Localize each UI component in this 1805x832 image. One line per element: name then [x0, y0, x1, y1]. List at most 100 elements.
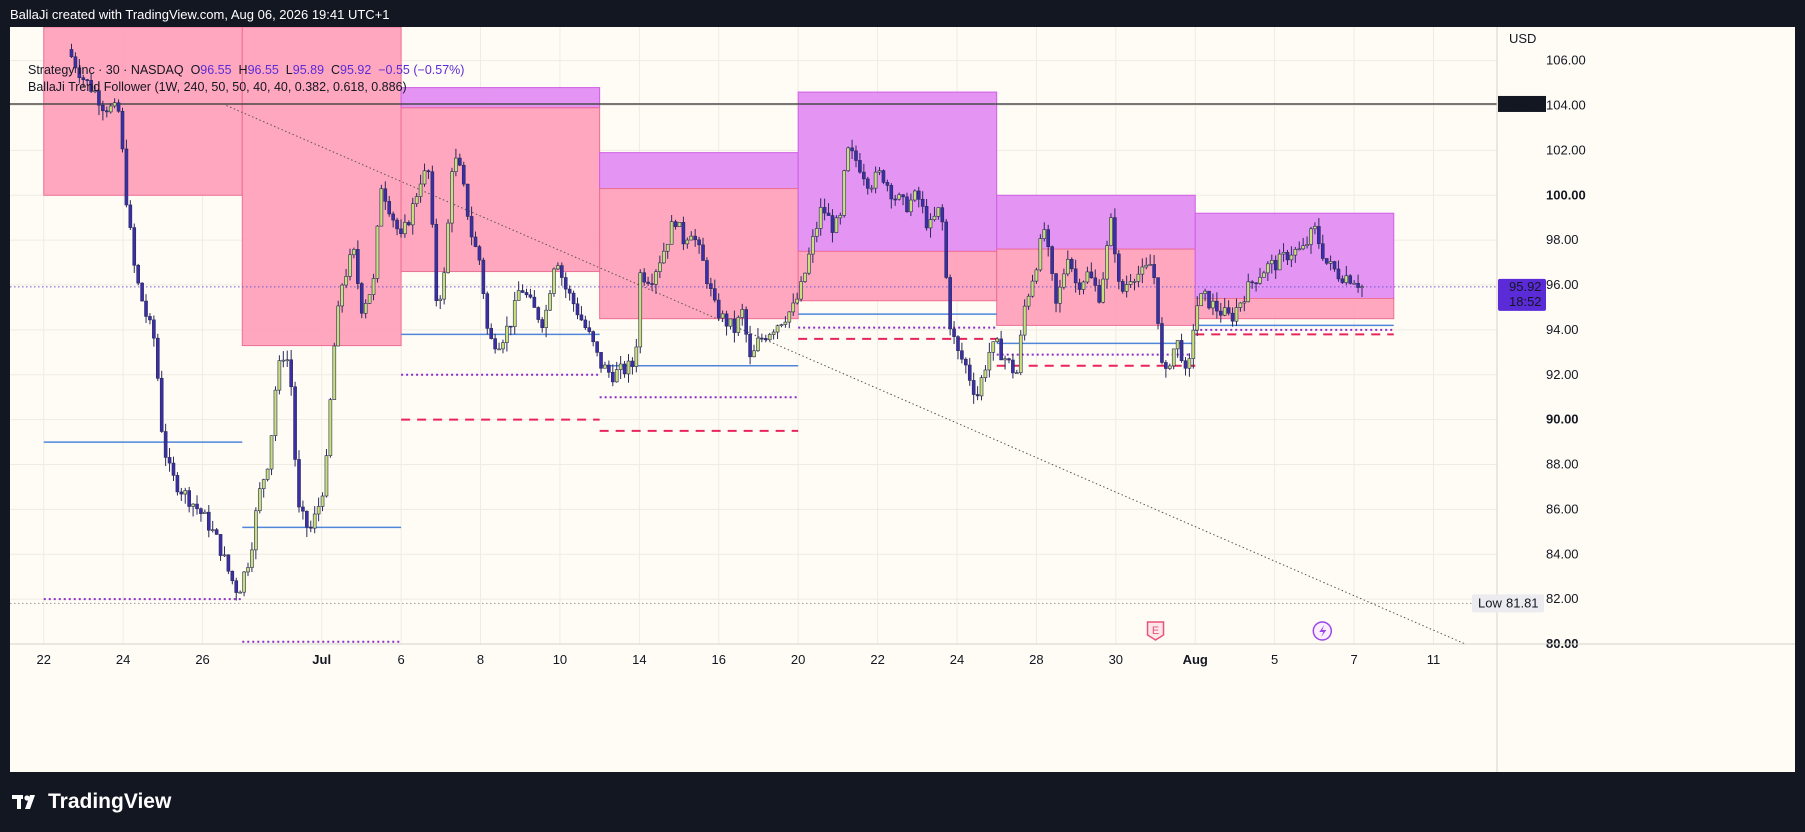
candle-down — [893, 198, 898, 201]
candle-up — [257, 488, 262, 512]
candle-down — [167, 457, 172, 464]
candle-down — [69, 49, 74, 58]
candle-down — [889, 185, 894, 200]
candle-down — [693, 235, 697, 241]
candle-up — [1360, 286, 1364, 288]
candle-down — [136, 264, 140, 284]
candle-down — [1054, 273, 1058, 304]
candle-up — [791, 302, 796, 313]
candle-down — [952, 328, 956, 337]
candle-up — [1262, 272, 1266, 278]
candle-down — [218, 534, 223, 556]
candle-up — [348, 254, 352, 277]
candle-up — [1085, 271, 1090, 283]
open-value: 96.55 — [200, 63, 232, 77]
countdown-label: 18:52 — [1509, 294, 1542, 309]
candle-down — [293, 386, 297, 460]
candle-up — [728, 318, 733, 327]
close-label: C — [330, 63, 341, 77]
candle-up — [842, 170, 847, 216]
candle-up — [1246, 281, 1251, 303]
candle-up — [1238, 302, 1243, 308]
candle-down — [97, 90, 101, 106]
candle-down — [399, 228, 403, 235]
price-tick: 98.00 — [1546, 232, 1579, 247]
candle-down — [1113, 217, 1117, 255]
candle-up — [795, 298, 799, 304]
candle-up — [1034, 269, 1039, 282]
candle-down — [140, 282, 144, 302]
time-tick: Jul — [312, 652, 331, 667]
candle-up — [320, 495, 325, 507]
candle-up — [995, 338, 1000, 343]
candle-down — [101, 104, 105, 112]
time-tick: Aug — [1183, 652, 1208, 667]
candle-up — [285, 359, 290, 362]
candle-down — [971, 380, 976, 395]
candle-down — [975, 394, 980, 397]
candle-up — [281, 359, 286, 362]
zone-violet — [1194, 212, 1395, 299]
candle-down — [289, 359, 293, 388]
candle-down — [1340, 278, 1345, 283]
price-tick: 106.00 — [1546, 53, 1586, 68]
candle-down — [206, 511, 211, 531]
candle-up — [210, 529, 215, 531]
candle-up — [403, 222, 407, 235]
candle-down — [948, 277, 952, 330]
event-markers: E — [1146, 621, 1333, 641]
candle-down — [163, 431, 168, 458]
candle-up — [1058, 286, 1062, 304]
candle-down — [297, 459, 301, 508]
candle-down — [430, 171, 435, 225]
price-tick: 88.00 — [1546, 457, 1579, 472]
candle-up — [269, 435, 274, 470]
symbol-label[interactable]: Strategy Inc · 30 · NASDAQ — [28, 63, 184, 77]
candle-down — [226, 554, 231, 572]
candle-up — [979, 377, 984, 397]
candle-up — [1175, 340, 1180, 350]
price-chart[interactable]: USD80.0082.0084.0086.0088.0090.0092.0094… — [10, 27, 1795, 772]
candle-up — [736, 317, 741, 333]
candle-down — [469, 216, 474, 238]
candle-up — [665, 243, 670, 252]
candle-up — [838, 215, 843, 219]
candle-down — [701, 244, 705, 261]
candle-down — [1120, 281, 1125, 292]
candle-down — [148, 316, 152, 321]
candle-down — [1152, 264, 1156, 278]
candle-down — [1183, 360, 1188, 369]
time-tick: 10 — [553, 652, 567, 667]
candle-down — [524, 292, 529, 296]
candle-up — [787, 311, 792, 323]
candle-down — [493, 338, 497, 350]
low-label-bg — [1472, 594, 1544, 613]
candle-up — [1242, 301, 1247, 304]
candle-down — [960, 350, 964, 360]
price-tick: 84.00 — [1546, 546, 1579, 561]
candle-up — [108, 105, 113, 113]
time-tick: 8 — [477, 652, 484, 667]
candle-up — [807, 253, 811, 274]
zone-violet — [797, 91, 998, 252]
candle-down — [230, 570, 235, 582]
candle-down — [583, 319, 588, 329]
open-label: O — [190, 63, 201, 77]
brand-name: TradingView — [48, 790, 172, 813]
levels — [43, 313, 1394, 643]
candles — [69, 43, 1364, 601]
candle-down — [144, 300, 148, 317]
candle-down — [705, 260, 709, 285]
tv-logo-icon — [12, 795, 35, 809]
candle-down — [1093, 277, 1098, 286]
time-tick: 28 — [1029, 652, 1043, 667]
candle-down — [1156, 277, 1160, 324]
candle-down — [120, 110, 125, 150]
candle-up — [438, 298, 443, 301]
candle-down — [579, 314, 584, 321]
candle-up — [1128, 281, 1133, 285]
candle-up — [1022, 305, 1027, 336]
candle-up — [1140, 266, 1145, 275]
candle-down — [434, 224, 439, 301]
indicator-label[interactable]: BallaJi Trend Follower (1W, 240, 50, 50,… — [28, 80, 407, 94]
